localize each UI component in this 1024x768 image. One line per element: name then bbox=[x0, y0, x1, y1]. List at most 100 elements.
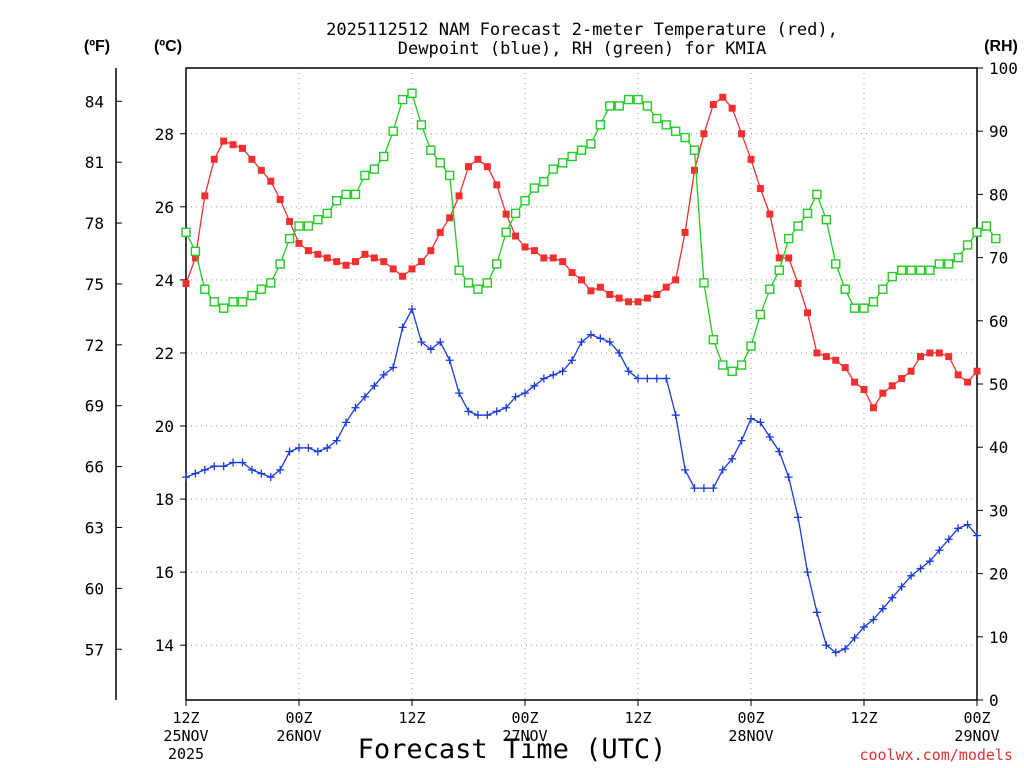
dewpoint-point bbox=[455, 389, 464, 398]
rh-tick-label: 80 bbox=[989, 185, 1008, 204]
temperature-point bbox=[370, 254, 378, 262]
dewpoint-point bbox=[323, 443, 332, 452]
temperature-point bbox=[587, 287, 595, 295]
dewpoint-point bbox=[624, 367, 633, 376]
dewpoint-point bbox=[652, 374, 661, 383]
rh-point bbox=[388, 126, 398, 136]
fahrenheit-tick-label: 81 bbox=[85, 153, 104, 172]
dewpoint-point bbox=[511, 392, 520, 401]
temperature-point bbox=[935, 349, 943, 357]
fahrenheit-tick-label: 84 bbox=[85, 92, 104, 111]
rh-point bbox=[190, 246, 201, 256]
rh-point bbox=[501, 227, 511, 238]
temperature-point bbox=[220, 137, 228, 145]
rh-point bbox=[397, 94, 408, 105]
rh-point bbox=[379, 151, 389, 162]
rh-point bbox=[840, 284, 850, 294]
temperature-point bbox=[926, 349, 934, 357]
fahrenheit-tick-label: 69 bbox=[85, 397, 104, 416]
dewpoint-point bbox=[615, 348, 624, 357]
temperature-point bbox=[267, 177, 275, 185]
x-axis-title: Forecast Time (UTC) bbox=[358, 734, 667, 765]
rh-point bbox=[793, 221, 803, 231]
rh-point bbox=[605, 101, 615, 111]
temperature-point bbox=[756, 185, 764, 193]
temperature-point bbox=[530, 247, 538, 255]
fahrenheit-tick-label: 72 bbox=[85, 336, 104, 355]
temperature-point bbox=[455, 192, 463, 200]
temperature-point bbox=[408, 265, 416, 273]
x-tick-label: 12Z bbox=[850, 709, 877, 727]
temperature-point bbox=[917, 353, 924, 361]
dewpoint-point bbox=[737, 436, 746, 445]
dewpoint-point bbox=[408, 305, 416, 314]
temperature-point bbox=[502, 210, 510, 218]
rh-point bbox=[576, 145, 587, 155]
rh-point bbox=[322, 208, 332, 219]
temperature-point bbox=[521, 243, 529, 251]
dewpoint-point bbox=[747, 414, 755, 423]
rh-point bbox=[247, 290, 257, 301]
temperature-point bbox=[239, 144, 246, 152]
temperature-point bbox=[474, 155, 482, 163]
dewpoint-point bbox=[530, 381, 539, 390]
series-line bbox=[185, 92, 997, 373]
temperature-point bbox=[879, 389, 887, 397]
dewpoint-point bbox=[266, 473, 275, 482]
fahrenheit-tick-label: 66 bbox=[85, 458, 104, 477]
dewpoint-point bbox=[803, 568, 812, 577]
temperature-point bbox=[709, 101, 717, 109]
rh-point bbox=[520, 196, 530, 206]
temperature-point bbox=[380, 258, 388, 266]
temperature-point bbox=[182, 280, 190, 288]
dewpoint-point bbox=[907, 571, 916, 580]
rh-point bbox=[962, 240, 973, 250]
fahrenheit-unit-label: (ºF) bbox=[84, 38, 110, 55]
rh-point bbox=[736, 360, 747, 370]
fahrenheit-tick-label: 78 bbox=[85, 214, 104, 233]
dewpoint-point bbox=[794, 513, 803, 522]
rh-point bbox=[369, 164, 380, 174]
rh-point bbox=[708, 335, 719, 345]
rh-point bbox=[200, 284, 210, 294]
temperature-point bbox=[719, 93, 727, 101]
dewpoint-point bbox=[313, 447, 322, 456]
rh-point bbox=[831, 259, 841, 269]
series-line bbox=[185, 307, 978, 654]
rh-point bbox=[557, 158, 568, 168]
temperature-point bbox=[672, 276, 680, 284]
temperature-point bbox=[794, 280, 802, 288]
rh-point bbox=[256, 284, 267, 294]
dewpoint-point bbox=[850, 633, 859, 642]
rh-point bbox=[454, 265, 464, 275]
dewpoint-point bbox=[247, 465, 256, 474]
temperature-point bbox=[653, 290, 661, 298]
rh-point bbox=[878, 284, 888, 294]
dewpoint-point bbox=[605, 337, 614, 346]
plot-frame bbox=[185, 67, 978, 701]
temperature-point bbox=[869, 404, 877, 412]
dewpoint-point bbox=[370, 381, 379, 390]
rh-point bbox=[623, 94, 634, 105]
temperature-point bbox=[625, 298, 633, 306]
fahrenheit-tick-label: 75 bbox=[85, 275, 104, 294]
rh-tick-label: 10 bbox=[989, 628, 1008, 647]
celsius-tick-label: 26 bbox=[155, 198, 174, 217]
rh-point bbox=[539, 177, 549, 187]
rh-point bbox=[925, 265, 935, 275]
x-tick-label: 00Z bbox=[963, 709, 990, 727]
rh-point bbox=[944, 259, 954, 269]
rh-point bbox=[981, 221, 992, 231]
rh-point bbox=[765, 284, 775, 294]
rh-tick-label: 0 bbox=[989, 691, 999, 710]
rh-tick-label: 50 bbox=[989, 375, 1008, 394]
rh-point bbox=[887, 271, 897, 282]
rh-point bbox=[953, 252, 963, 263]
temperature-point bbox=[568, 269, 576, 277]
rh-point bbox=[652, 113, 662, 124]
dewpoint-point bbox=[897, 582, 906, 591]
temperature-point bbox=[766, 210, 774, 218]
temperature-point bbox=[954, 371, 962, 379]
dewpoint-point bbox=[521, 389, 529, 398]
